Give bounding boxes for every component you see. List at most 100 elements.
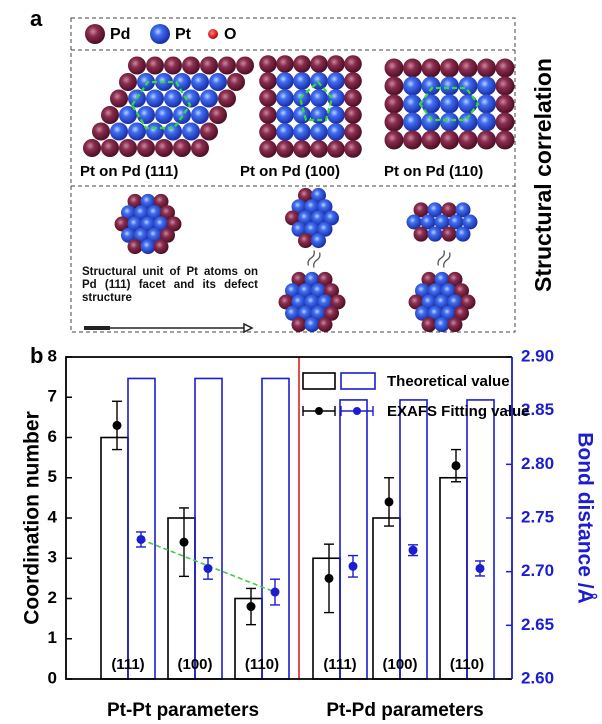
atom (454, 283, 469, 299)
atom (304, 271, 320, 287)
point (348, 561, 358, 571)
atom (311, 305, 326, 321)
atom (276, 72, 294, 90)
y2-tick-label: 2.75 (521, 507, 554, 526)
squiggle (307, 250, 321, 268)
y-tick-label: 2 (48, 588, 57, 607)
atom (310, 123, 328, 141)
atom (218, 89, 236, 108)
atom (285, 283, 300, 299)
atom (293, 89, 311, 107)
bar (194, 377, 223, 680)
y-tick-label: 0 (48, 668, 57, 687)
atom (384, 76, 404, 96)
atom (434, 317, 450, 333)
point (136, 534, 146, 544)
atom (403, 130, 422, 150)
y2-tick-label: 2.60 (521, 668, 554, 687)
atom (209, 106, 227, 124)
atom (128, 122, 146, 141)
y-tick-label: 1 (48, 628, 57, 647)
atom (434, 294, 450, 310)
facet-label: Pt on Pd (111) (80, 163, 178, 180)
atom (173, 73, 191, 91)
atom (324, 283, 339, 299)
atom (173, 106, 191, 124)
facet-label: Pt on Pd (100) (240, 163, 340, 180)
atom-models (83, 55, 515, 333)
atom (327, 55, 345, 73)
atom (327, 106, 345, 124)
point (384, 497, 394, 507)
atom (327, 140, 345, 158)
axis-frame (65, 356, 512, 680)
legend-swatch (315, 407, 323, 415)
atom (114, 216, 130, 232)
atom (310, 140, 328, 158)
atom (317, 199, 333, 215)
atom (447, 294, 463, 310)
side-title: Structural correlation (530, 58, 556, 292)
atom (317, 221, 333, 237)
atom (344, 72, 362, 90)
atom (403, 112, 422, 132)
atom (458, 112, 478, 132)
point (246, 602, 256, 612)
atom (259, 89, 277, 107)
atom (147, 227, 162, 243)
atom (495, 112, 515, 132)
atom (477, 94, 496, 114)
atom (408, 294, 424, 310)
legend-swatch (340, 372, 376, 390)
atom (441, 283, 456, 299)
atom (134, 227, 149, 243)
atom (146, 89, 164, 108)
atom (173, 139, 191, 157)
y-tick-label: 4 (48, 507, 58, 526)
legend-label: Pt (175, 26, 192, 43)
atom (403, 76, 422, 96)
atom (458, 130, 478, 150)
atom (164, 122, 182, 141)
y-tick-label: 5 (48, 467, 57, 486)
atom (110, 89, 128, 108)
green-outline (130, 80, 192, 130)
atom (477, 58, 496, 78)
bar (339, 399, 368, 680)
x-tick-label: (110) (450, 656, 484, 673)
atom (495, 76, 515, 96)
atom (127, 239, 143, 255)
y2-tick-label: 2.65 (521, 615, 554, 634)
atom (200, 56, 218, 75)
atom (101, 106, 119, 124)
atom (495, 58, 515, 78)
bar (372, 517, 401, 680)
bar (100, 436, 129, 680)
atom (317, 317, 333, 333)
atom (403, 58, 422, 78)
y-tick-label: 6 (48, 427, 57, 446)
atom (127, 193, 143, 209)
legend-swatch (150, 24, 170, 44)
atom (191, 139, 209, 157)
atom (458, 76, 478, 96)
squiggle (437, 250, 451, 268)
atom (140, 193, 156, 209)
atom (330, 294, 346, 310)
atom (164, 56, 182, 75)
atom (166, 216, 182, 232)
atom (427, 202, 443, 218)
arrow (84, 322, 254, 334)
legend-swatch (208, 29, 218, 39)
atom (454, 305, 469, 321)
atom (384, 58, 404, 78)
y2-tick-label: 2.85 (521, 400, 554, 419)
atom (421, 271, 437, 287)
atom (119, 106, 137, 124)
atom (434, 271, 450, 287)
atom (209, 73, 227, 91)
atom (92, 122, 110, 141)
atom (293, 72, 311, 90)
legend-label: EXAFS Fitting value (387, 403, 530, 420)
